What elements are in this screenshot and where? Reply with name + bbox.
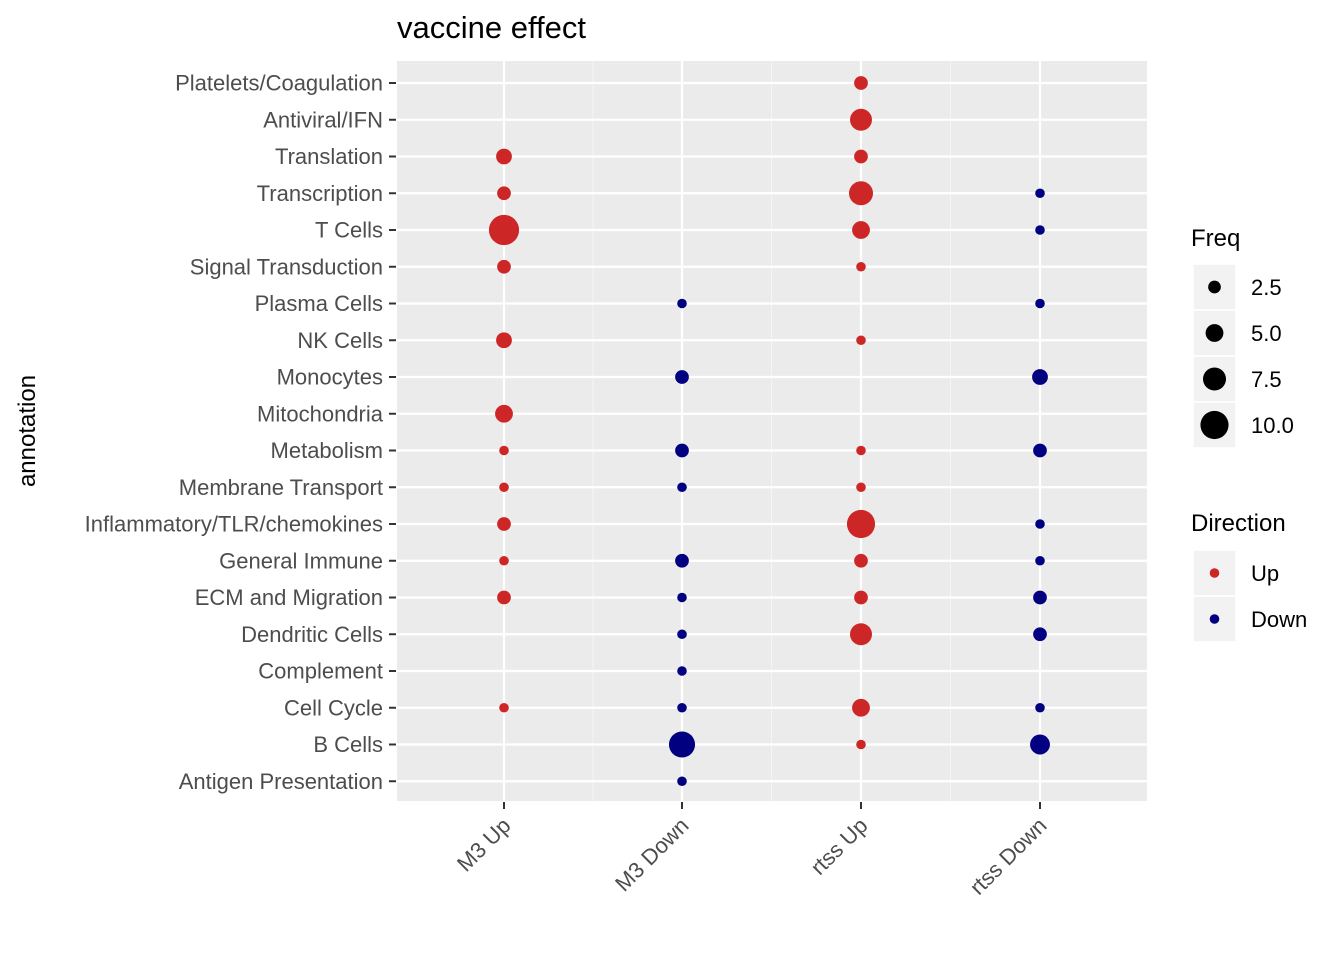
point-m3-up-cell-cycle: [499, 702, 509, 713]
point-rtss-up-antiviral-ifn: [850, 108, 872, 131]
gridlines: [397, 61, 1147, 801]
point-rtss-down-general-immune: [1035, 555, 1045, 566]
y-axis-title: annotation: [14, 375, 41, 487]
point-m3-up-signal-transduction: [497, 259, 511, 274]
y-tick-label-translation: Translation: [275, 144, 383, 169]
point-rtss-down-cell-cycle: [1035, 702, 1045, 713]
point-m3-down-general-immune: [675, 553, 689, 568]
y-tick-label-antiviral-ifn: Antiviral/IFN: [263, 107, 383, 132]
x-tick-label-rtss-up: rtss Up: [806, 813, 873, 880]
y-tick-label-cell-cycle: Cell Cycle: [284, 695, 383, 720]
legend-direction-key-down: [1209, 614, 1220, 624]
legend-freq-key-10-0: [1200, 410, 1229, 440]
point-m3-up-transcription: [497, 186, 511, 201]
legend-direction-label-down: Down: [1251, 607, 1307, 632]
point-rtss-down-plasma-cells: [1035, 298, 1045, 309]
point-rtss-up-metabolism: [856, 445, 866, 456]
legend-freq-key-7-5: [1203, 367, 1226, 391]
point-m3-up-nk-cells: [496, 332, 512, 349]
point-m3-up-membrane-transport: [499, 482, 509, 493]
legend-direction-key-up: [1209, 568, 1220, 578]
y-tick-label-platelets-coagulation: Platelets/Coagulation: [175, 71, 383, 96]
point-rtss-down-monocytes: [1032, 369, 1048, 385]
legend-freq-label-2-5: 2.5: [1251, 275, 1282, 300]
point-rtss-up-signal-transduction: [856, 261, 866, 272]
point-rtss-down-inflammatory-tlr-chemokines: [1035, 519, 1045, 529]
x-axis-ticks: M3 Up M3 Down rtss Up rtss Down: [452, 802, 1052, 900]
data-points: [488, 76, 1050, 787]
point-rtss-down-t-cells: [1035, 225, 1045, 235]
point-m3-up-translation: [496, 148, 512, 165]
y-tick-label-membrane-transport: Membrane Transport: [179, 475, 383, 500]
x-tick-label-m3-down: M3 Down: [610, 813, 693, 896]
point-rtss-down-transcription: [1035, 188, 1045, 199]
point-rtss-up-b-cells: [856, 739, 866, 750]
y-tick-label-nk-cells: NK Cells: [297, 328, 383, 353]
y-tick-label-mitochondria: Mitochondria: [257, 401, 384, 426]
y-tick-label-complement: Complement: [258, 659, 383, 684]
x-tick-label-rtss-down: rtss Down: [965, 813, 1052, 900]
legend-key-box: [1192, 309, 1237, 357]
y-tick-label-metabolism: Metabolism: [271, 438, 383, 463]
legend-freq-label-7-5: 7.5: [1251, 367, 1282, 392]
point-rtss-up-cell-cycle: [852, 698, 870, 717]
chart-title: vaccine effect: [397, 10, 586, 45]
point-rtss-up-transcription: [848, 181, 874, 206]
point-rtss-up-platelets-coagulation: [854, 76, 868, 90]
y-tick-label-antigen-presentation: Antigen Presentation: [179, 769, 383, 794]
y-tick-label-inflammatory-tlr-chemokines: Inflammatory/TLR/chemokines: [85, 512, 383, 537]
point-rtss-up-translation: [854, 149, 868, 164]
legend-freq-title: Freq: [1191, 225, 1240, 252]
point-rtss-down-metabolism: [1033, 443, 1047, 458]
y-tick-label-monocytes: Monocytes: [277, 365, 383, 390]
point-m3-down-complement: [677, 666, 687, 676]
point-rtss-up-dendritic-cells: [850, 623, 872, 646]
y-tick-label-plasma-cells: Plasma Cells: [255, 291, 383, 316]
point-m3-up-metabolism: [499, 445, 509, 456]
legend-freq-keys: 2.5 5.0 7.5 10.0: [1192, 263, 1294, 449]
point-m3-up-t-cells: [488, 214, 520, 246]
point-rtss-up-nk-cells: [856, 335, 866, 346]
y-axis-ticks: Antigen Presentation B Cells Cell Cycle Com…: [85, 71, 396, 794]
point-m3-up-ecm-and-migration: [497, 590, 511, 605]
point-rtss-down-ecm-and-migration: [1033, 590, 1047, 605]
y-tick-label-b-cells: B Cells: [313, 732, 383, 757]
point-rtss-up-inflammatory-tlr-chemokines: [846, 509, 876, 539]
point-m3-down-antigen-presentation: [677, 776, 687, 787]
y-tick-label-transcription: Transcription: [257, 181, 383, 206]
y-tick-label-dendritic-cells: Dendritic Cells: [241, 622, 383, 647]
point-rtss-down-dendritic-cells: [1033, 627, 1047, 642]
y-tick-label-general-immune: General Immune: [219, 548, 383, 573]
legend-freq-label-10-0: 10.0: [1251, 413, 1294, 438]
point-m3-down-plasma-cells: [677, 298, 687, 309]
point-m3-down-ecm-and-migration: [677, 592, 687, 603]
point-m3-down-membrane-transport: [677, 482, 687, 493]
y-tick-label-signal-transduction: Signal Transduction: [190, 254, 383, 279]
legend-freq-label-5-0: 5.0: [1251, 321, 1282, 346]
point-rtss-up-t-cells: [852, 221, 870, 239]
point-rtss-up-membrane-transport: [856, 482, 866, 493]
point-rtss-up-ecm-and-migration: [854, 590, 868, 605]
legend: Freq 2.5 5.0 7.5 10.0 Direction Up Down: [1191, 225, 1307, 643]
legend-freq-key-5-0: [1205, 324, 1224, 342]
point-m3-down-cell-cycle: [677, 702, 687, 713]
y-tick-label-t-cells: T Cells: [315, 218, 383, 243]
point-rtss-up-general-immune: [854, 553, 868, 568]
point-m3-down-dendritic-cells: [677, 629, 687, 640]
legend-freq-key-2-5: [1208, 280, 1221, 294]
point-m3-up-mitochondria: [495, 404, 513, 423]
point-m3-down-monocytes: [675, 370, 689, 384]
point-m3-up-inflammatory-tlr-chemokines: [497, 517, 511, 531]
legend-direction-label-up: Up: [1251, 561, 1279, 586]
point-m3-down-b-cells: [668, 731, 696, 758]
x-tick-label-m3-up: M3 Up: [452, 813, 515, 876]
point-m3-down-metabolism: [675, 443, 689, 458]
y-tick-label-ecm-and-migration: ECM and Migration: [195, 585, 383, 610]
point-m3-up-general-immune: [499, 555, 509, 566]
point-rtss-down-b-cells: [1030, 734, 1050, 755]
legend-direction-title: Direction: [1191, 510, 1286, 537]
legend-direction-keys: Up Down: [1192, 549, 1307, 643]
legend-key-box: [1192, 401, 1237, 449]
